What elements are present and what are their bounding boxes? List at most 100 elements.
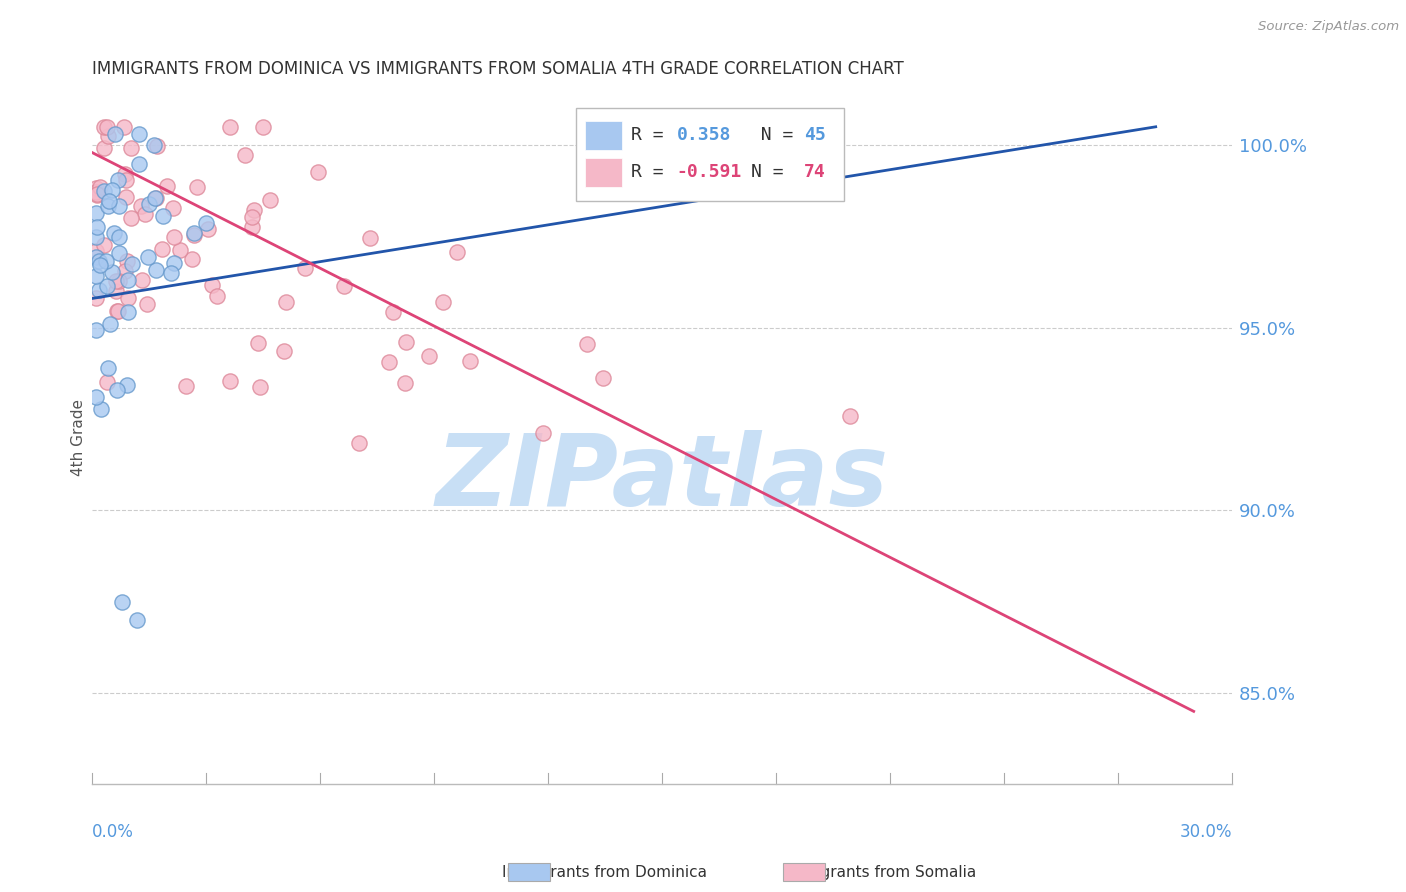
Point [169,243,191,257]
Point [240,219,263,234]
Text: 0.358: 0.358 [676,127,731,145]
Point [104,127,127,141]
Text: R =: R = [631,163,675,181]
Point [97,360,120,375]
Point [458,354,481,368]
Point [183,227,205,241]
Point [104,274,127,288]
Point [143,191,166,205]
Point [84,181,107,195]
Point [249,379,271,393]
Point [333,279,356,293]
Point [111,595,134,609]
Text: N =: N = [751,163,794,181]
Point [89,254,111,268]
Point [121,257,143,271]
Point [112,120,135,134]
Point [163,230,186,244]
Point [96,254,118,268]
Text: N =: N = [740,127,804,145]
Point [129,199,152,213]
Point [100,183,122,197]
Point [128,157,150,171]
Point [134,206,156,220]
Point [446,245,468,260]
Text: Immigrants from Somalia: Immigrants from Somalia [782,865,976,880]
Point [274,295,297,310]
Point [162,201,184,215]
Point [86,188,108,202]
Point [307,164,329,178]
Text: IMMIGRANTS FROM DOMINICA VS IMMIGRANTS FROM SOMALIA 4TH GRADE CORRELATION CHART: IMMIGRANTS FROM DOMINICA VS IMMIGRANTS F… [91,60,904,78]
Point [197,222,219,236]
Point [838,409,860,423]
Point [273,343,295,358]
FancyBboxPatch shape [576,108,844,202]
Point [117,305,139,319]
Point [114,167,136,181]
Point [114,190,136,204]
Point [180,252,202,266]
Text: 74: 74 [804,163,825,181]
Text: 0.0%: 0.0% [91,823,134,841]
Text: -0.591: -0.591 [676,163,742,181]
Point [93,141,115,155]
FancyBboxPatch shape [585,158,621,186]
Point [107,229,129,244]
Point [359,230,381,244]
Point [107,246,129,260]
Point [219,120,242,134]
Point [117,292,139,306]
Point [103,226,125,240]
Point [86,187,108,202]
Point [93,185,115,199]
Point [93,238,115,252]
Point [174,379,197,393]
FancyBboxPatch shape [585,120,621,150]
Point [84,323,107,337]
Point [89,258,111,272]
Point [135,296,157,310]
Point [163,255,186,269]
Point [145,191,167,205]
Point [84,291,107,305]
Point [183,227,205,242]
Point [120,211,142,225]
Point [146,139,169,153]
Point [84,206,107,220]
Point [90,402,112,417]
Point [97,129,120,144]
Point [131,273,153,287]
Point [86,220,108,235]
Point [432,295,454,310]
Point [418,349,440,363]
Point [84,250,107,264]
Text: Immigrants from Dominica: Immigrants from Dominica [502,865,707,880]
Point [84,390,107,404]
Point [252,120,274,134]
Point [117,273,139,287]
Point [156,178,179,193]
Point [128,127,150,141]
Point [84,268,107,283]
Point [395,334,418,349]
Point [96,375,118,389]
Point [108,199,131,213]
Text: Source: ZipAtlas.com: Source: ZipAtlas.com [1258,20,1399,33]
Point [143,137,166,152]
Point [394,376,416,391]
Point [107,173,129,187]
Point [117,378,139,392]
Point [201,277,224,292]
Point [347,435,370,450]
Text: R =: R = [631,127,675,145]
Text: ZIPatlas: ZIPatlas [436,431,889,527]
Y-axis label: 4th Grade: 4th Grade [72,399,86,475]
Point [219,374,242,388]
Point [138,197,160,211]
Point [84,230,107,244]
Point [97,194,120,208]
Point [84,185,107,199]
Point [107,304,129,318]
Point [98,318,121,332]
